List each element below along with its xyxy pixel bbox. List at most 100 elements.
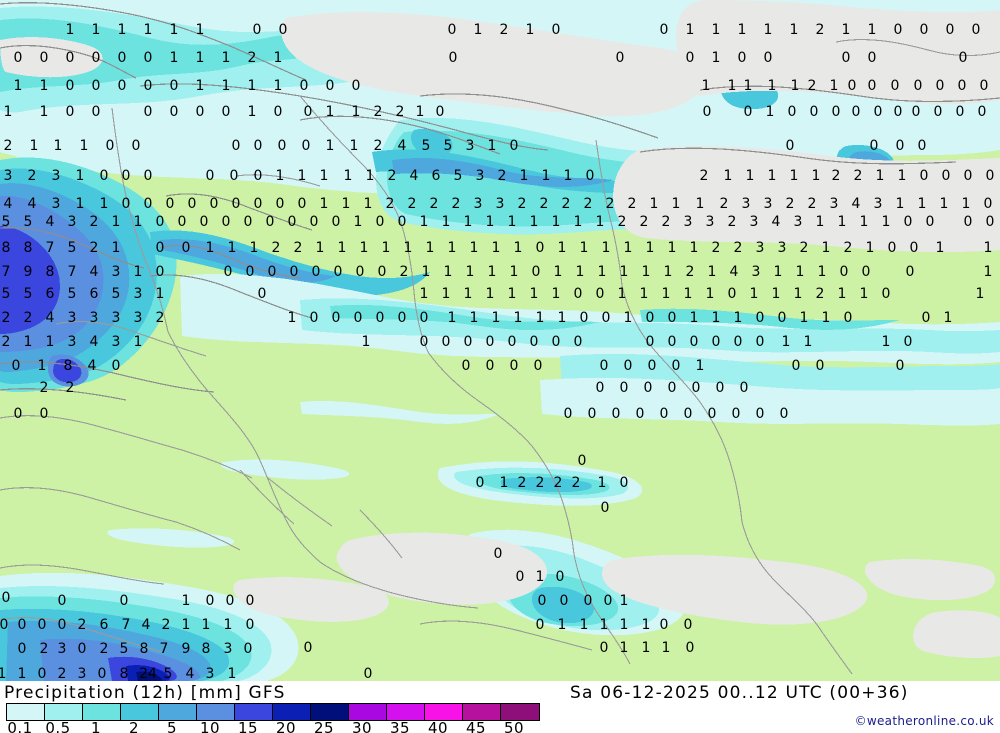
precip-value: 3: [51, 196, 61, 212]
precip-value: 0: [245, 593, 255, 609]
precip-value: 3: [751, 264, 761, 280]
precip-value: 2: [807, 78, 817, 94]
precip-value: 0: [787, 104, 797, 120]
colorbar-swatch[interactable]: [273, 704, 311, 720]
precip-value: 0: [573, 286, 583, 302]
precip-value: 2: [497, 168, 507, 184]
precip-value: 1: [763, 22, 773, 38]
precip-value: 1: [133, 264, 143, 280]
precip-value: 1: [943, 310, 953, 326]
precip-value: 0: [893, 22, 903, 38]
precipitation-map[interactable]: .land { fill:#cdf2a5; } .high { fill:#e8…: [0, 0, 1000, 681]
precip-value: 2: [161, 617, 171, 633]
precip-value: 1: [939, 196, 949, 212]
precip-value: 0: [303, 104, 313, 120]
precip-value: 0: [861, 264, 871, 280]
colorbar-swatch[interactable]: [463, 704, 501, 720]
precipitation-colorbar[interactable]: [6, 703, 540, 721]
precip-value: 1: [563, 168, 573, 184]
precip-value: 4: [89, 264, 99, 280]
precip-value: 2: [583, 196, 593, 212]
precip-value: 0: [685, 640, 695, 656]
precip-value: 0: [573, 334, 583, 350]
precip-value: 1: [695, 196, 705, 212]
precip-value: 0: [619, 475, 629, 491]
precip-value: 1: [917, 196, 927, 212]
precip-value: 3: [89, 310, 99, 326]
precip-value: 1: [3, 104, 13, 120]
precip-value: 0: [267, 264, 277, 280]
precip-value: 1: [45, 334, 55, 350]
precip-value: 0: [985, 168, 995, 184]
colorbar-swatch[interactable]: [7, 704, 45, 720]
model-run-info: Sa 06-12-2025 00..12 UTC (00+36): [570, 683, 909, 703]
precip-value: 1: [403, 240, 413, 256]
colorbar-swatch[interactable]: [349, 704, 387, 720]
precip-value: 1: [767, 78, 777, 94]
precip-value: 1: [111, 240, 121, 256]
precip-value: 1: [815, 214, 825, 230]
precip-value: 0: [91, 50, 101, 66]
precip-value: 0: [585, 168, 595, 184]
precip-value: 1: [469, 310, 479, 326]
precip-value: 1: [573, 214, 583, 230]
precip-value: 2: [661, 214, 671, 230]
precip-value: 0: [667, 310, 677, 326]
precip-value: 0: [377, 264, 387, 280]
precip-value: 0: [903, 214, 913, 230]
precip-value: 0: [913, 78, 923, 94]
precip-value: 1: [671, 196, 681, 212]
precip-value: 0: [905, 264, 915, 280]
colorbar-swatch[interactable]: [45, 704, 83, 720]
precip-value: 0: [977, 104, 987, 120]
precip-value: 0: [223, 264, 233, 280]
colorbar-swatch[interactable]: [83, 704, 121, 720]
precip-value: 0: [851, 104, 861, 120]
colorbar-swatch[interactable]: [501, 704, 539, 720]
colorbar-swatch[interactable]: [425, 704, 463, 720]
precip-value: 0: [925, 214, 935, 230]
precip-value: 1: [619, 264, 629, 280]
precip-value: 1: [169, 50, 179, 66]
precip-value: 0: [181, 240, 191, 256]
precip-value: 0: [245, 617, 255, 633]
colorbar-swatch[interactable]: [121, 704, 159, 720]
precip-value: 1: [513, 240, 523, 256]
precip-value: 1: [39, 104, 49, 120]
precip-value: 1: [793, 286, 803, 302]
colorbar-swatch[interactable]: [387, 704, 425, 720]
precip-value: 1: [485, 214, 495, 230]
colorbar-swatch[interactable]: [197, 704, 235, 720]
precip-value: 2: [1, 310, 11, 326]
precip-value: 1: [663, 264, 673, 280]
precip-value: 0: [205, 168, 215, 184]
precip-value: 2: [65, 380, 75, 396]
precip-value: 1: [553, 264, 563, 280]
precip-value: 2: [807, 196, 817, 212]
colorbar-swatch[interactable]: [235, 704, 273, 720]
precip-value: 1: [441, 214, 451, 230]
precip-value: 0: [595, 380, 605, 396]
precip-value: 1: [37, 358, 47, 374]
precip-value: 4: [87, 358, 97, 374]
precip-value: 1: [227, 240, 237, 256]
precip-value: 1: [499, 475, 509, 491]
precip-value: 2: [815, 22, 825, 38]
precip-value: 1: [349, 138, 359, 154]
precip-value: 1: [325, 104, 335, 120]
precip-value: 0: [117, 78, 127, 94]
precip-value: 0: [448, 50, 458, 66]
precip-value: 1: [595, 214, 605, 230]
precip-value: 2: [385, 196, 395, 212]
precip-value: 1: [829, 78, 839, 94]
precip-value: 0: [252, 22, 262, 38]
precip-value: 0: [278, 22, 288, 38]
colorbar-swatch[interactable]: [311, 704, 349, 720]
colorbar-swatch[interactable]: [159, 704, 197, 720]
precip-value: 0: [277, 138, 287, 154]
precip-value: 0: [253, 168, 263, 184]
precip-value: 0: [841, 50, 851, 66]
precip-value: 24: [139, 666, 157, 681]
precip-value: 0: [37, 617, 47, 633]
precip-value: 1: [507, 286, 517, 302]
